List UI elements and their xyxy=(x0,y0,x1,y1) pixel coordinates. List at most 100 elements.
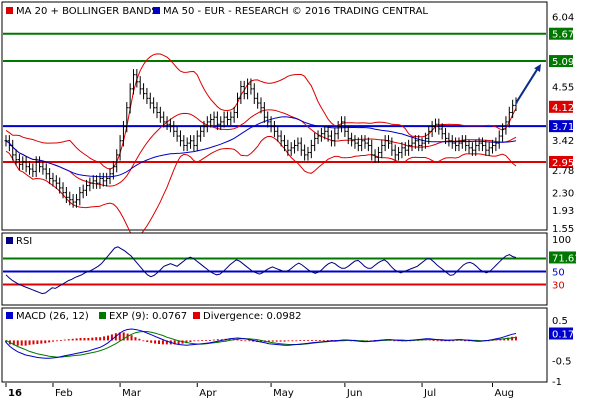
divergence-bar xyxy=(283,340,286,342)
divergence-bar xyxy=(99,337,102,341)
divergence-bar xyxy=(173,340,176,345)
divergence-bar xyxy=(142,340,145,342)
exp-signal-line xyxy=(5,331,517,358)
divergence-bar xyxy=(197,340,200,342)
divergence-bar xyxy=(40,340,43,344)
x-axis-label: Feb xyxy=(55,388,73,399)
projection-line xyxy=(515,67,539,104)
divergence-bar xyxy=(228,338,231,341)
divergence-bar xyxy=(48,340,51,343)
divergence-bar xyxy=(291,340,294,342)
price-projection xyxy=(515,64,541,104)
divergence-bar xyxy=(511,336,514,341)
divergence-bar xyxy=(275,340,278,342)
price-tick-label: 1.55 xyxy=(552,224,574,235)
divergence-bar xyxy=(205,340,208,341)
divergence-bar xyxy=(393,340,396,342)
divergence-bar xyxy=(322,340,325,341)
price-tick-highlight xyxy=(549,155,573,168)
price-tick-label: 2.30 xyxy=(552,189,574,200)
divergence-bar xyxy=(103,336,106,341)
legend-label-divergence: Divergence: 0.0982 xyxy=(203,311,302,322)
divergence-bar xyxy=(122,332,125,341)
divergence-bar xyxy=(63,339,66,341)
legend-label-exp: EXP (9): 0.0767 xyxy=(109,311,187,322)
rsi-y-axis: 100 71.61 50 30 xyxy=(549,235,581,292)
divergence-bar xyxy=(56,340,58,342)
divergence-bar xyxy=(287,340,290,342)
divergence-bar xyxy=(118,332,121,341)
legend-swatch-rsi xyxy=(6,237,13,244)
price-tick-label: 2.95 xyxy=(552,158,574,169)
divergence-bar xyxy=(236,339,239,341)
divergence-bar xyxy=(260,340,262,343)
rsi-tick-label: 100 xyxy=(552,235,571,246)
divergence-bar xyxy=(299,340,302,341)
macd-panel-frame xyxy=(1,307,548,383)
divergence-bar xyxy=(165,340,168,345)
bollinger-lower-band xyxy=(5,136,517,239)
divergence-bar xyxy=(67,339,70,341)
divergence-bar xyxy=(87,338,90,341)
price-bars xyxy=(4,69,518,208)
price-tick-label: 4.55 xyxy=(552,83,574,94)
divergence-bar xyxy=(177,340,180,345)
divergence-bar xyxy=(267,340,270,343)
macd-tick-label: 0.17 xyxy=(552,330,574,341)
x-axis: 16 Feb Mar Apr May Jun Jul Aug xyxy=(5,383,514,399)
macd-tick-label: 0.5 xyxy=(552,316,568,327)
price-tick-label: 3.42 xyxy=(552,136,574,147)
rsi-panel-frame xyxy=(1,232,548,306)
divergence-bar xyxy=(326,340,329,341)
legend-label-macd: MACD (26, 12) xyxy=(16,311,89,322)
divergence-bar xyxy=(75,338,78,341)
divergence-bar xyxy=(314,340,317,341)
legend-swatch-ma50 xyxy=(153,7,160,14)
price-tick-label: 4.12 xyxy=(552,103,574,114)
divergence-bar xyxy=(91,337,94,341)
divergence-bar xyxy=(158,340,160,345)
macd-panel: MACD (26, 12) EXP (9): 0.0767 Divergence… xyxy=(1,307,574,388)
divergence-bar xyxy=(20,340,23,346)
divergence-bar xyxy=(154,340,157,344)
divergence-bar xyxy=(271,340,274,342)
divergence-bar xyxy=(130,335,133,341)
x-axis-label: May xyxy=(273,388,294,399)
divergence-bar xyxy=(189,340,192,343)
divergence-bar xyxy=(464,340,466,342)
divergence-bar xyxy=(240,340,243,341)
rsi-horizontal-lines xyxy=(3,257,546,286)
macd-legend: MACD (26, 12) EXP (9): 0.0767 Divergence… xyxy=(6,311,302,322)
macd-tick-label: -1 xyxy=(552,377,562,388)
rsi-line xyxy=(5,246,517,295)
macd-y-axis: 0.5 0.17 -0.5 -1 xyxy=(549,316,574,388)
price-y-axis: 6.04 5.67 5.09 4.55 4.12 3.71 3.42 2.952.78 2.30… xyxy=(549,12,574,235)
divergence-bar xyxy=(71,338,74,341)
price-tick-label: 5.09 xyxy=(552,57,574,68)
divergence-bar xyxy=(452,340,455,342)
rsi-tick-label: 71.61 xyxy=(552,253,581,264)
macd-tick-highlight xyxy=(549,327,573,340)
divergence-bar xyxy=(303,340,306,341)
legend-label-rsi: RSI xyxy=(16,236,32,247)
divergence-bar xyxy=(436,340,439,342)
divergence-bar xyxy=(252,340,255,342)
divergence-bar xyxy=(146,340,149,343)
divergence-bar xyxy=(52,340,55,342)
divergence-bar xyxy=(32,340,35,345)
divergence-bar xyxy=(150,340,153,343)
legend-label-ma20: MA 20 + BOLLINGER BANDS xyxy=(16,6,158,17)
divergence-bar xyxy=(307,340,310,341)
divergence-bar xyxy=(185,340,188,344)
macd-tick-label: -0.5 xyxy=(552,357,572,368)
rsi-tick-label: 50 xyxy=(552,268,565,279)
divergence-bar xyxy=(110,334,113,341)
legend-swatch-ma20 xyxy=(6,7,13,14)
price-panel: MA 20 + BOLLINGER BANDS MA 50 - EUR - RE… xyxy=(1,1,574,239)
divergence-bar xyxy=(279,340,282,342)
divergence-bar xyxy=(220,339,223,341)
x-axis-label: 16 xyxy=(8,388,22,399)
divergence-bar xyxy=(507,337,510,341)
divergence-bar xyxy=(36,340,39,345)
